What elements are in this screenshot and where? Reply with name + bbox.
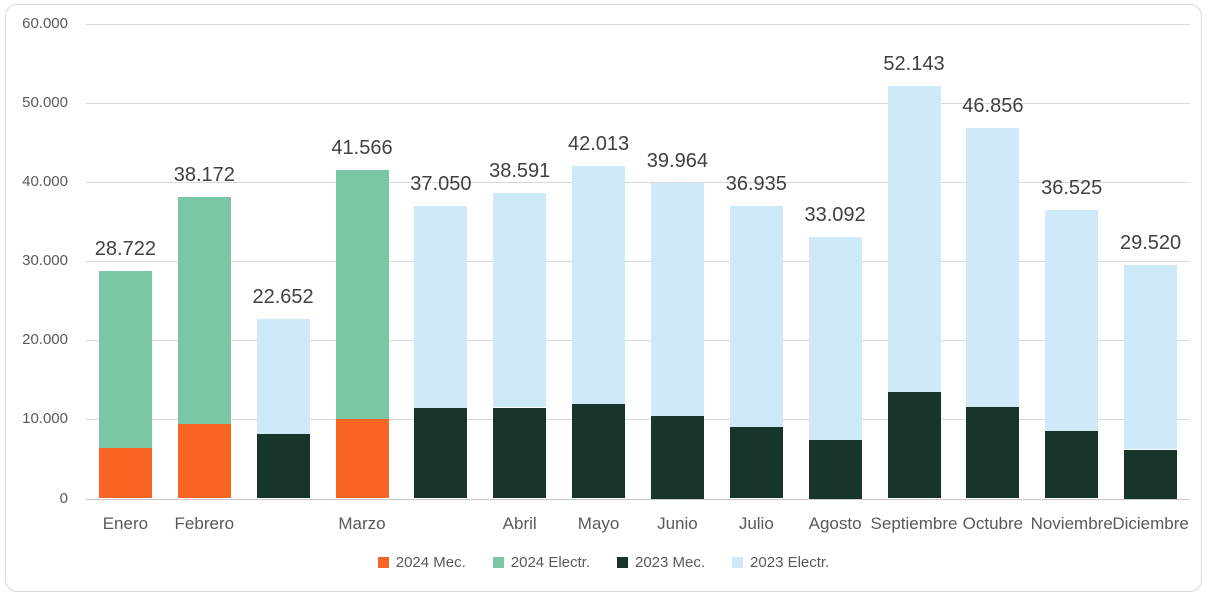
y-axis-tick-label: 10.000 <box>22 410 68 428</box>
bar-segment-2024-mec[interactable] <box>177 424 231 499</box>
bar-segment-2023-mec[interactable] <box>887 391 941 499</box>
bar-total-label: 29.520 <box>1120 232 1182 254</box>
bar-segment-2023-mec[interactable] <box>256 434 310 499</box>
legend-item-label: 2023 Electr. <box>750 554 830 571</box>
bar-segment-2023-electr[interactable] <box>729 206 783 428</box>
bar-segment-2023-electr[interactable] <box>414 205 468 409</box>
y-axis-tick-label: 20.000 <box>22 331 68 349</box>
gridline <box>86 24 1190 25</box>
bar-segment-2023-mec[interactable] <box>729 427 783 499</box>
gridline <box>86 103 1190 105</box>
legend-item-label: 2024 Electr. <box>510 554 590 571</box>
legend-item-label: 2024 Mec. <box>395 554 466 571</box>
bar-segment-2023-electr[interactable] <box>650 182 704 416</box>
y-axis-tick-label: 60.000 <box>22 15 68 32</box>
bar-segment-2023-mec[interactable] <box>572 403 626 499</box>
bar-total-label: 42.013 <box>568 133 630 156</box>
bar-segment-2023-mec[interactable] <box>966 406 1020 499</box>
bar-total-label: 38.591 <box>489 160 551 183</box>
legend-item[interactable]: 2023 Electr. <box>732 554 829 571</box>
gridline <box>86 261 1190 263</box>
y-axis-tick-label: 30.000 <box>22 252 68 270</box>
legend-item[interactable]: 2024 Mec. <box>377 554 466 571</box>
x-axis-label: Enero <box>102 513 149 533</box>
legend-swatch-icon <box>732 557 744 568</box>
legend-swatch-icon <box>492 557 504 568</box>
x-axis-label: Noviembre <box>1030 513 1113 533</box>
bar-segment-2023-electr[interactable] <box>572 166 626 404</box>
bar-segment-2023-mec[interactable] <box>1045 431 1099 499</box>
bar-total-label: 28.722 <box>94 238 156 261</box>
x-axis-line <box>86 498 1190 500</box>
bar-segment-2024-electr[interactable] <box>335 169 389 420</box>
bar-segment-2023-electr[interactable] <box>887 86 941 392</box>
legend: 2024 Mec. 2024 Electr. 2023 Mec. 2023 Elect… <box>6 554 1201 571</box>
bar-segment-2024-mec[interactable] <box>335 419 389 499</box>
x-axis-label: Abril <box>502 513 537 533</box>
bar-segment-2023-mec[interactable] <box>414 408 468 499</box>
bar-segment-2023-mec[interactable] <box>650 415 704 499</box>
x-axis-label: Septiembre <box>870 513 958 533</box>
bar-segment-2024-electr[interactable] <box>98 271 152 448</box>
bar-segment-2023-mec[interactable] <box>1124 449 1178 499</box>
y-axis-tick-label: 40.000 <box>22 173 68 191</box>
gridline <box>86 182 1190 184</box>
bar-segment-2023-electr[interactable] <box>966 127 1020 407</box>
bar-segment-2024-mec[interactable] <box>98 447 152 499</box>
bar-segment-2023-electr[interactable] <box>1045 209 1099 432</box>
bar-total-label: 37.050 <box>410 172 472 195</box>
bar-segment-2023-electr[interactable] <box>493 193 547 408</box>
bar-segment-2023-electr[interactable] <box>1124 265 1178 450</box>
legend-item-label: 2023 Mec. <box>635 554 706 571</box>
bar-segment-2023-mec[interactable] <box>493 407 547 499</box>
bar-total-label: 46.856 <box>962 94 1024 117</box>
bar-total-label: 22.652 <box>252 286 314 309</box>
x-axis-label: Octubre <box>962 513 1024 533</box>
bar-total-label: 52.143 <box>883 53 945 76</box>
bar-total-label: 33.092 <box>804 203 866 226</box>
x-axis-label: Julio <box>738 513 774 533</box>
y-axis-tick-label: 0 <box>59 489 68 507</box>
legend-item[interactable]: 2024 Electr. <box>492 554 590 571</box>
bar-total-label: 36.935 <box>725 173 787 196</box>
bar-segment-2023-mec[interactable] <box>808 440 862 499</box>
x-axis-label: Agosto <box>808 513 862 533</box>
legend-swatch-icon <box>377 557 389 568</box>
bar-segment-2023-electr[interactable] <box>256 319 310 435</box>
x-axis-label: Febrero <box>174 513 235 533</box>
gridline <box>86 419 1190 421</box>
legend-item[interactable]: 2023 Mec. <box>617 554 705 571</box>
gridline <box>86 340 1190 342</box>
chart-area[interactable]: 0 10.000 20.000 30.000 40.000 50.000 60.000 28.… <box>5 4 1202 592</box>
y-axis-tick-label: 50.000 <box>22 94 68 112</box>
bar-total-label: 36.525 <box>1041 176 1103 199</box>
x-axis-label: Diciembre <box>1112 513 1189 533</box>
x-axis-label: Marzo <box>338 513 386 533</box>
x-axis-label: Mayo <box>577 513 620 533</box>
bar-segment-2023-electr[interactable] <box>808 236 862 440</box>
bar-segment-2024-electr[interactable] <box>177 196 231 425</box>
legend-swatch-icon <box>617 557 628 568</box>
bar-total-label: 41.566 <box>331 136 393 159</box>
bar-total-label: 39.964 <box>646 149 708 172</box>
x-axis-label: Junio <box>657 513 698 533</box>
bar-total-label: 38.172 <box>173 163 235 186</box>
